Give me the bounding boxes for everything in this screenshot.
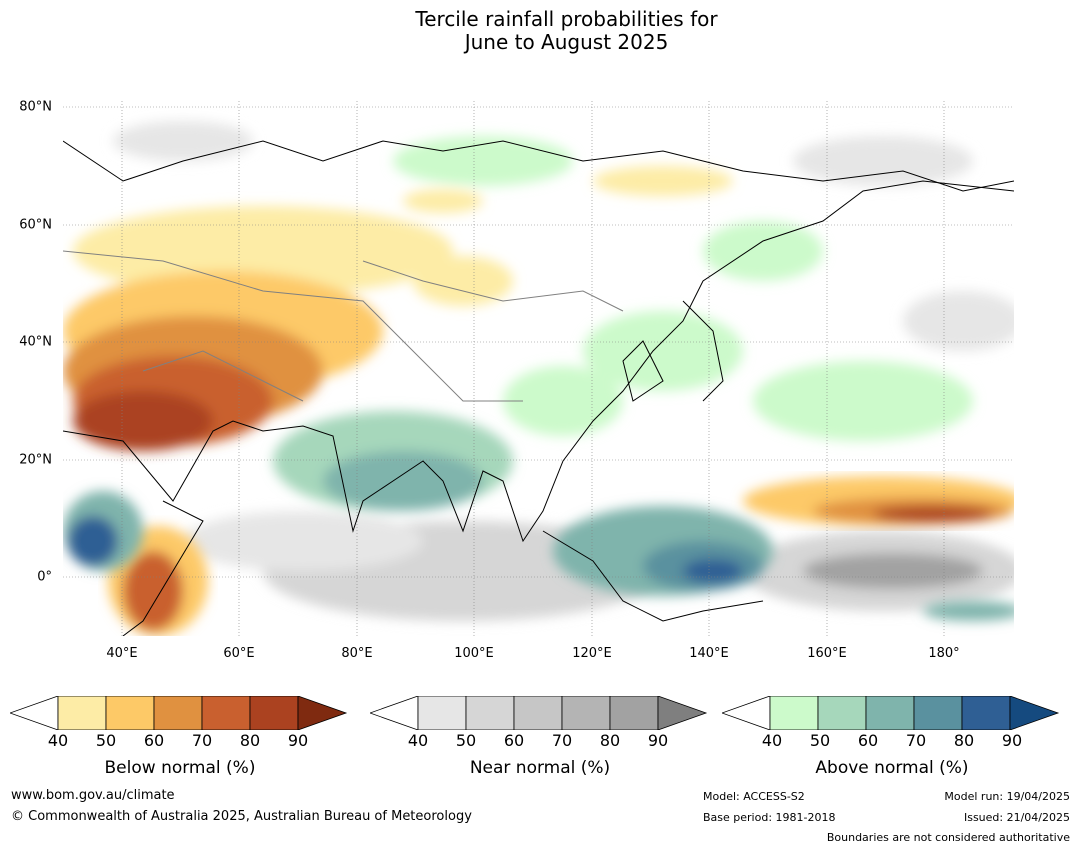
tick-label: 70 — [551, 731, 573, 750]
colorbar-segment — [769, 696, 819, 730]
colorbar-segment — [249, 696, 299, 730]
lat-label-80n: 80°N — [19, 99, 52, 115]
below-normal-region-pacific — [743, 476, 1014, 526]
boundaries-disclaimer: Boundaries are not considered authoritat… — [826, 831, 1070, 844]
tick-label: 40 — [407, 731, 429, 750]
colorbar-segment — [57, 696, 107, 730]
lat-label-0: 0° — [37, 569, 52, 585]
colorbar-segment — [609, 696, 659, 730]
colorbar-segment — [913, 696, 963, 730]
lon-label-40e: 40°E — [106, 646, 138, 661]
colorbar-extend-low — [10, 696, 59, 730]
near-normal-colorbar — [370, 696, 708, 730]
colorbar-extend-high — [297, 696, 348, 730]
tick-label: 50 — [809, 731, 831, 750]
graticule — [63, 101, 1014, 636]
probability-map — [63, 101, 1014, 636]
below-normal-region-central-asia — [63, 166, 733, 451]
model-run-date: Model run: 19/04/2025 — [944, 790, 1070, 803]
map-title: Tercile rainfall probabilities for June … — [0, 8, 1081, 54]
issued-date: Issued: 21/04/2025 — [963, 811, 1070, 824]
below-normal-title: Below normal (%) — [104, 758, 256, 778]
above-normal-colorbar — [722, 696, 1060, 730]
colorbar-segment — [561, 696, 611, 730]
tick-label: 70 — [905, 731, 927, 750]
colorbar-segment — [865, 696, 915, 730]
near-normal-title: Near normal (%) — [469, 758, 611, 778]
tick-label: 60 — [857, 731, 879, 750]
map-title-line1: Tercile rainfall probabilities for — [415, 7, 718, 31]
lon-label-140e: 140°E — [689, 646, 729, 661]
colorbar-segment — [465, 696, 515, 730]
colorbar-segment — [513, 696, 563, 730]
tick-label: 80 — [239, 731, 261, 750]
colorbar-segment — [153, 696, 203, 730]
lon-label-100e: 100°E — [454, 646, 494, 661]
country-borders — [63, 250, 624, 402]
tick-label: 70 — [191, 731, 213, 750]
map-canvas — [63, 101, 1014, 636]
tick-label: 60 — [143, 731, 165, 750]
colorbar-segment — [201, 696, 251, 730]
lon-label-60e: 60°E — [223, 646, 255, 661]
tick-label: 60 — [503, 731, 525, 750]
lon-label-80e: 80°E — [341, 646, 373, 661]
tick-label: 80 — [953, 731, 975, 750]
colorbar-extend-high — [657, 696, 708, 730]
lon-label-160e: 160°E — [807, 646, 847, 661]
map-title-line2: June to August 2025 — [464, 30, 669, 54]
near-normal-background — [113, 121, 1014, 621]
above-normal-title: Above normal (%) — [815, 758, 969, 778]
lon-label-120e: 120°E — [572, 646, 612, 661]
below-normal-colorbar — [10, 696, 348, 730]
above-normal-region-south-asia — [63, 411, 1014, 621]
tick-label: 80 — [599, 731, 621, 750]
colorbar-extend-low — [370, 696, 419, 730]
colorbar-segment — [961, 696, 1011, 730]
copyright-text: © Commonwealth of Australia 2025, Austra… — [11, 809, 472, 824]
lat-label-40n: 40°N — [19, 334, 52, 350]
colorbar-segment — [105, 696, 155, 730]
tick-label: 90 — [287, 731, 309, 750]
colorbar-extend-low — [722, 696, 771, 730]
colorbar-segment — [417, 696, 467, 730]
tick-label: 40 — [47, 731, 69, 750]
tick-label: 90 — [647, 731, 669, 750]
base-period: Base period: 1981-2018 — [703, 811, 836, 824]
colorbar-segment — [817, 696, 867, 730]
lon-label-180: 180° — [928, 646, 960, 661]
model-name: Model: ACCESS-S2 — [703, 790, 805, 803]
lat-label-20n: 20°N — [19, 452, 52, 468]
lat-label-60n: 60°N — [19, 217, 52, 233]
website-link[interactable]: www.bom.gov.au/climate — [11, 788, 175, 803]
colorbar-extend-high — [1009, 696, 1060, 730]
tick-label: 40 — [761, 731, 783, 750]
tick-label: 90 — [1001, 731, 1023, 750]
tick-label: 50 — [455, 731, 477, 750]
tick-label: 50 — [95, 731, 117, 750]
coastlines — [63, 140, 1014, 636]
